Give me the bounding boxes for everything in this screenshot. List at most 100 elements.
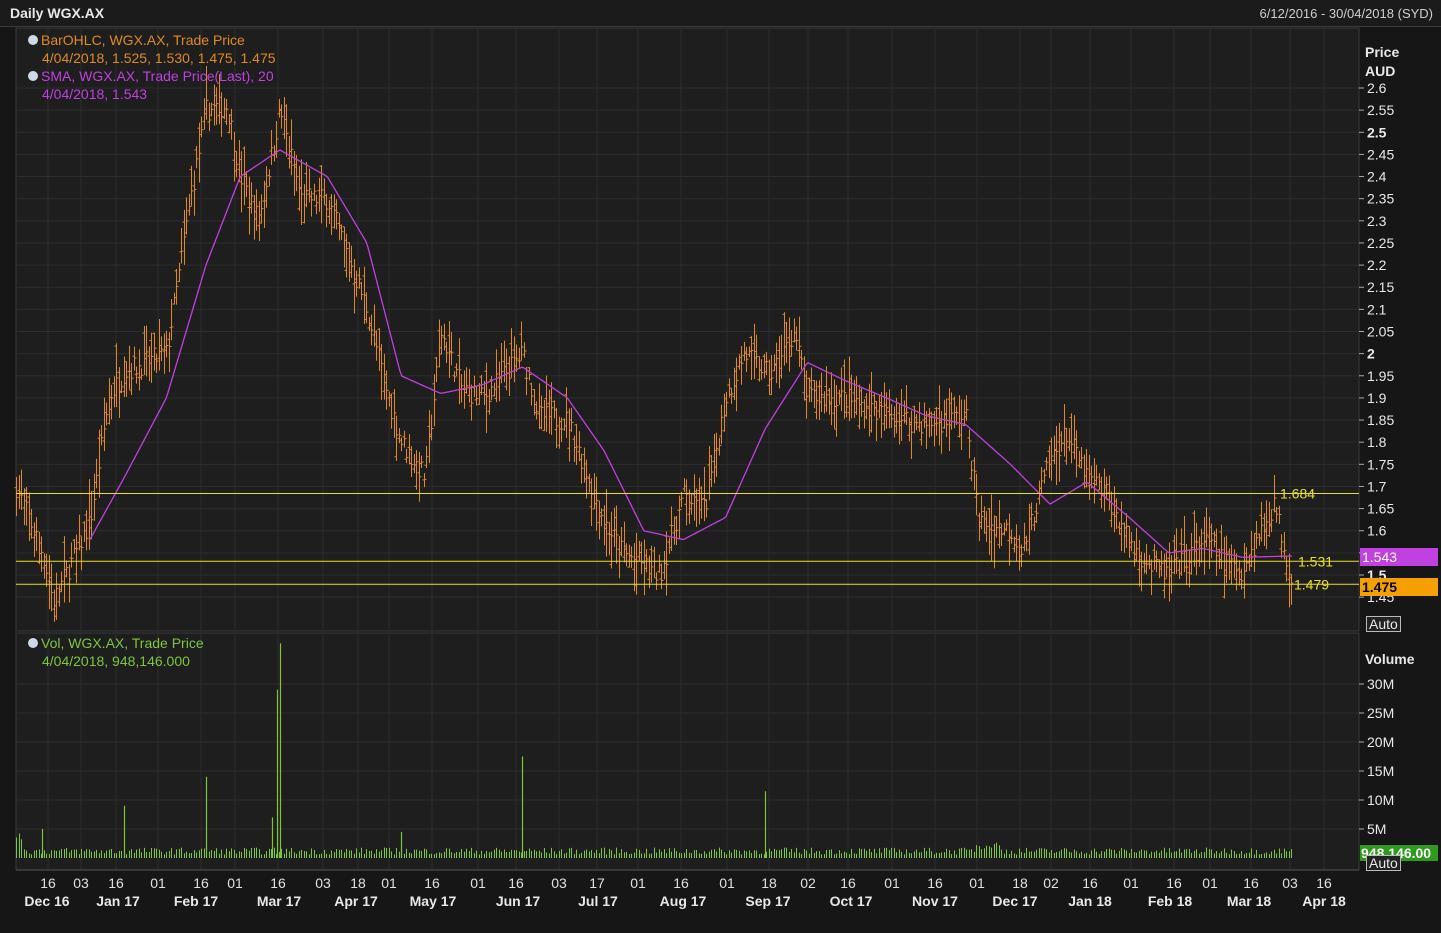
day-tick-label: 03 (315, 875, 331, 891)
hline-label: 1.479 (1294, 576, 1329, 592)
price-tick-label: 2.4 (1367, 169, 1387, 185)
day-tick-label: 01 (969, 875, 985, 891)
day-tick-label: 16 (508, 875, 524, 891)
hline-label: 1.684 (1280, 486, 1315, 502)
chart-header: Daily WGX.AX 6/12/2016 - 30/04/2018 (SYD… (0, 0, 1441, 27)
legend-toggle-icon[interactable] (28, 71, 38, 81)
day-tick-label: 01 (884, 875, 900, 891)
volume-axis: Volume 30M 25M 20M 15M 10M 5M (1359, 651, 1415, 837)
month-label: Feb 17 (174, 893, 219, 909)
legend-sma-label: SMA, WGX.AX, Trade Price(Last), 20 (41, 68, 274, 84)
legend-toggle-icon[interactable] (28, 35, 38, 45)
day-tick-label: 01 (381, 875, 397, 891)
month-label: Jun 17 (496, 893, 541, 909)
volume-tick-label: 10M (1367, 792, 1394, 808)
price-tick-label: 1.95 (1367, 368, 1394, 384)
day-tick-label: 01 (150, 875, 166, 891)
month-label: May 17 (410, 893, 457, 909)
price-tick-label: 1.8 (1367, 434, 1387, 450)
price-tick-label: 2.2 (1367, 257, 1387, 273)
legend-toggle-icon[interactable] (28, 638, 38, 648)
ohlc-bars (14, 66, 1294, 622)
month-label: Mar 18 (1227, 893, 1272, 909)
volume-tick-label: 25M (1367, 705, 1394, 721)
date-range: 6/12/2016 - 30/04/2018 (SYD) (1259, 6, 1433, 21)
price-tick-label: 2.05 (1367, 324, 1394, 340)
day-tick-label: 01 (1202, 875, 1218, 891)
date-axis: 16 03 16 01 16 01 16 03 18 01 16 01 16 03 17 01 16 01 18 02… (16, 869, 1359, 909)
volume-tick-label: 20M (1367, 734, 1394, 750)
day-tick-label: 01 (470, 875, 486, 891)
price-tick-label: 2.45 (1367, 146, 1394, 162)
sma-line (89, 149, 1292, 558)
month-label: Apr 18 (1302, 893, 1346, 909)
day-tick-label: 16 (270, 875, 286, 891)
month-label: Jul 17 (578, 893, 618, 909)
price-tick-label: 1.6 (1367, 523, 1387, 539)
day-tick-label: 02 (1043, 875, 1059, 891)
price-last-marker (1360, 578, 1438, 596)
price-axis-unit: AUD (1365, 63, 1395, 79)
volume-bars (16, 643, 1292, 858)
legend-ohlc[interactable]: BarOHLC, WGX.AX, Trade Price (28, 32, 245, 48)
price-tick-label: 1.65 (1367, 501, 1394, 517)
day-tick-label: 01 (719, 875, 735, 891)
month-label: Aug 17 (660, 893, 707, 909)
day-tick-label: 01 (1123, 875, 1139, 891)
horizontal-lines: 1.684 1.531 1.479 (16, 486, 1359, 592)
month-label: Dec 16 (24, 893, 69, 909)
day-tick-label: 16 (193, 875, 209, 891)
month-label: Oct 17 (830, 893, 873, 909)
volume-tick-label: 30M (1367, 676, 1394, 692)
volume-auto-button[interactable]: Auto (1366, 855, 1401, 871)
price-tick-label: 2.1 (1367, 301, 1387, 317)
price-tick-label: 2.6 (1367, 80, 1387, 96)
legend-sma[interactable]: SMA, WGX.AX, Trade Price(Last), 20 (28, 68, 274, 84)
day-tick-label: 16 (1316, 875, 1332, 891)
price-panel (15, 27, 1360, 632)
price-last-label: 1.475 (1362, 579, 1397, 595)
price-tick-label: 1.9 (1367, 390, 1387, 406)
day-tick-label: 01 (227, 875, 243, 891)
price-axis-title: Price (1365, 44, 1399, 60)
month-label: Apr 17 (334, 893, 378, 909)
price-tick-label: 1.85 (1367, 412, 1394, 428)
sma-last-marker (1360, 548, 1438, 566)
sma-last-label: 1.543 (1362, 549, 1397, 565)
price-auto-button[interactable]: Auto (1366, 616, 1401, 632)
day-tick-label: 18 (1012, 875, 1028, 891)
price-tick-label: 1.7 (1367, 478, 1387, 494)
day-tick-label: 16 (40, 875, 56, 891)
day-tick-label: 03 (1282, 875, 1298, 891)
legend-volume-label: Vol, WGX.AX, Trade Price (41, 635, 204, 651)
day-tick-label: 16 (840, 875, 856, 891)
price-tick-label: 2.15 (1367, 279, 1394, 295)
legend-ohlc-label: BarOHLC, WGX.AX, Trade Price (41, 32, 245, 48)
day-tick-label: 16 (673, 875, 689, 891)
day-tick-label: 16 (424, 875, 440, 891)
hline-label: 1.531 (1298, 553, 1333, 569)
legend-sma-values: 4/04/2018, 1.543 (42, 86, 148, 102)
month-label: Jan 18 (1068, 893, 1112, 909)
sma-path (89, 149, 1292, 558)
day-tick-label: 03 (551, 875, 567, 891)
day-tick-label: 01 (630, 875, 646, 891)
day-tick-label: 16 (1166, 875, 1182, 891)
legend-ohlc-values: 4/04/2018, 1.525, 1.530, 1.475, 1.475 (42, 50, 276, 66)
day-tick-label: 16 (108, 875, 124, 891)
volume-tick-label: 15M (1367, 763, 1394, 779)
price-tick-label: 2.25 (1367, 235, 1394, 251)
month-label: Feb 18 (1148, 893, 1193, 909)
volume-tick-label: 5M (1367, 821, 1386, 837)
volume-axis-title: Volume (1365, 651, 1415, 667)
month-label: Jan 17 (96, 893, 140, 909)
price-tick-label: 2.55 (1367, 102, 1394, 118)
price-tick-label: 2.35 (1367, 191, 1394, 207)
day-tick-label: 18 (350, 875, 366, 891)
day-tick-label: 02 (800, 875, 816, 891)
day-tick-label: 16 (1243, 875, 1259, 891)
legend-volume[interactable]: Vol, WGX.AX, Trade Price (28, 635, 204, 651)
price-tick-label: 2.3 (1367, 213, 1387, 229)
